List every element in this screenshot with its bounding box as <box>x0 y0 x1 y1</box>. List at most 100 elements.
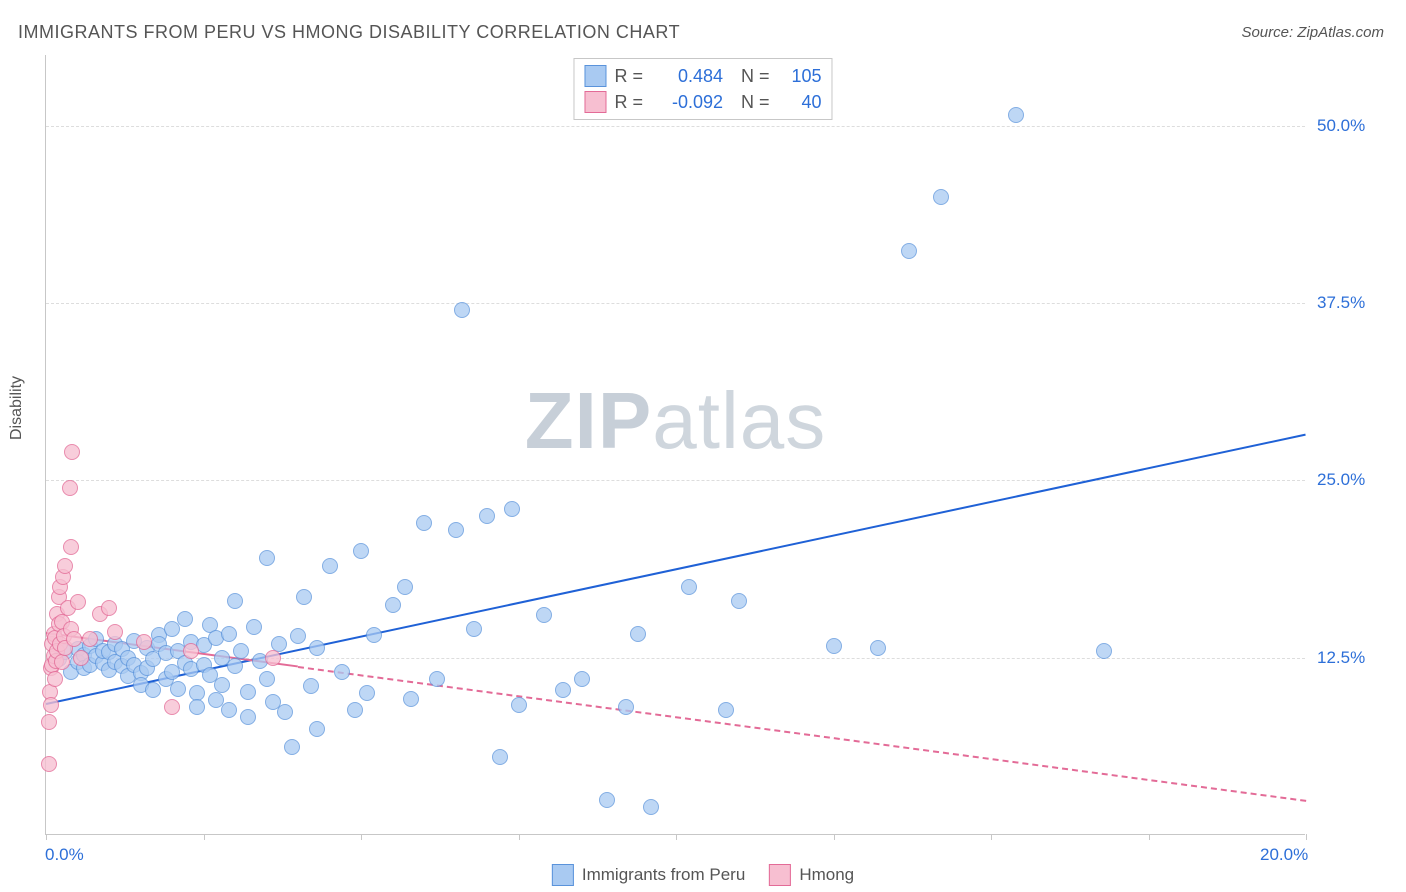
data-point <box>322 558 338 574</box>
data-point <box>41 714 57 730</box>
data-point <box>448 522 464 538</box>
data-point <box>599 792 615 808</box>
data-point <box>183 643 199 659</box>
data-point <box>731 593 747 609</box>
chart-title: IMMIGRANTS FROM PERU VS HMONG DISABILITY… <box>18 22 680 43</box>
data-point <box>511 697 527 713</box>
data-point <box>82 631 98 647</box>
data-point <box>62 480 78 496</box>
data-point <box>403 691 419 707</box>
legend-r-value: 0.484 <box>651 66 723 87</box>
data-point <box>240 709 256 725</box>
legend-n-value: 105 <box>778 66 822 87</box>
legend-swatch <box>552 864 574 886</box>
trend-line <box>298 666 1306 802</box>
series-legend-label: Hmong <box>799 865 854 885</box>
legend-row: R = 0.484 N = 105 <box>584 63 821 89</box>
legend-swatch <box>584 91 606 113</box>
data-point <box>64 444 80 460</box>
y-gridline <box>46 126 1305 127</box>
legend-swatch <box>584 65 606 87</box>
x-tick-label: 0.0% <box>45 845 84 865</box>
data-point <box>479 508 495 524</box>
data-point <box>246 619 262 635</box>
source-label: Source: ZipAtlas.com <box>1241 24 1384 41</box>
data-point <box>221 626 237 642</box>
data-point <box>63 539 79 555</box>
x-tick <box>46 834 47 840</box>
data-point <box>214 677 230 693</box>
data-point <box>366 627 382 643</box>
data-point <box>259 550 275 566</box>
data-point <box>385 597 401 613</box>
x-tick <box>204 834 205 840</box>
data-point <box>826 638 842 654</box>
data-point <box>47 671 63 687</box>
legend-r-label: R = <box>614 66 643 87</box>
data-point <box>277 704 293 720</box>
data-point <box>618 699 634 715</box>
legend-n-value: 40 <box>778 92 822 113</box>
data-point <box>303 678 319 694</box>
data-point <box>57 558 73 574</box>
x-tick <box>1149 834 1150 840</box>
data-point <box>296 589 312 605</box>
data-point <box>66 631 82 647</box>
data-point <box>454 302 470 318</box>
x-tick <box>1306 834 1307 840</box>
data-point <box>933 189 949 205</box>
data-point <box>397 579 413 595</box>
data-point <box>136 634 152 650</box>
legend-swatch <box>769 864 791 886</box>
series-legend: Immigrants from Peru Hmong <box>552 864 854 886</box>
data-point <box>643 799 659 815</box>
legend-r-label: R = <box>614 92 643 113</box>
data-point <box>416 515 432 531</box>
data-point <box>70 594 86 610</box>
data-point <box>347 702 363 718</box>
data-point <box>227 593 243 609</box>
data-point <box>54 654 70 670</box>
data-point <box>334 664 350 680</box>
data-point <box>1008 107 1024 123</box>
data-point <box>284 739 300 755</box>
data-point <box>492 749 508 765</box>
data-point <box>227 658 243 674</box>
data-point <box>233 643 249 659</box>
data-point <box>504 501 520 517</box>
data-point <box>901 243 917 259</box>
data-point <box>240 684 256 700</box>
data-point <box>107 624 123 640</box>
data-point <box>101 600 117 616</box>
data-point <box>265 650 281 666</box>
legend-n-label: N = <box>741 92 770 113</box>
x-tick-label: 20.0% <box>1260 845 1308 865</box>
y-tick-label: 12.5% <box>1317 648 1365 668</box>
watermark: ZIPatlas <box>525 375 826 467</box>
series-legend-item: Immigrants from Peru <box>552 864 745 886</box>
data-point <box>1096 643 1112 659</box>
y-tick-label: 50.0% <box>1317 116 1365 136</box>
data-point <box>536 607 552 623</box>
data-point <box>718 702 734 718</box>
data-point <box>359 685 375 701</box>
data-point <box>43 697 59 713</box>
legend-n-label: N = <box>741 66 770 87</box>
data-point <box>259 671 275 687</box>
y-tick-label: 37.5% <box>1317 293 1365 313</box>
data-point <box>466 621 482 637</box>
data-point <box>177 611 193 627</box>
data-point <box>221 702 237 718</box>
scatter-plot-area: ZIPatlas <box>45 55 1305 835</box>
y-gridline <box>46 303 1305 304</box>
x-tick <box>519 834 520 840</box>
data-point <box>555 682 571 698</box>
data-point <box>145 682 161 698</box>
data-point <box>630 626 646 642</box>
legend-r-value: -0.092 <box>651 92 723 113</box>
x-tick <box>676 834 677 840</box>
x-tick <box>991 834 992 840</box>
series-legend-label: Immigrants from Peru <box>582 865 745 885</box>
data-point <box>681 579 697 595</box>
data-point <box>290 628 306 644</box>
